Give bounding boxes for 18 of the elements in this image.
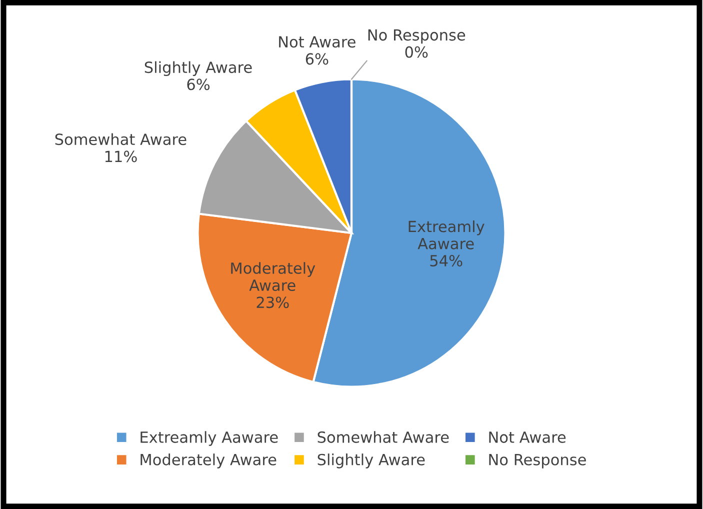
slice-label: Slightly Aware	[144, 61, 252, 76]
slice-label: Extreamly Aaware	[408, 220, 484, 250]
legend-label: Moderately Aware	[140, 454, 276, 468]
data-label: 6%	[187, 78, 210, 90]
category-label: No Response	[368, 29, 466, 44]
legend-label: Somewhat Aware	[318, 431, 449, 443]
legend-label: Slightly Aware	[318, 454, 425, 468]
legend-label: No Response	[489, 454, 586, 468]
data-label: 23%	[256, 296, 289, 308]
text: 0%	[405, 46, 428, 58]
legend-label: Extreamly Aaware	[140, 431, 278, 446]
data-label: 54%	[430, 254, 462, 266]
data-label: 11%	[105, 150, 137, 162]
slice-label: Somewhat Aware	[55, 133, 186, 146]
legend-label: Not Aware	[489, 432, 566, 443]
slice-label: Not Aware	[279, 36, 356, 48]
slice-label: Moderately Aware	[231, 262, 316, 292]
data-label: 6%	[306, 53, 328, 65]
